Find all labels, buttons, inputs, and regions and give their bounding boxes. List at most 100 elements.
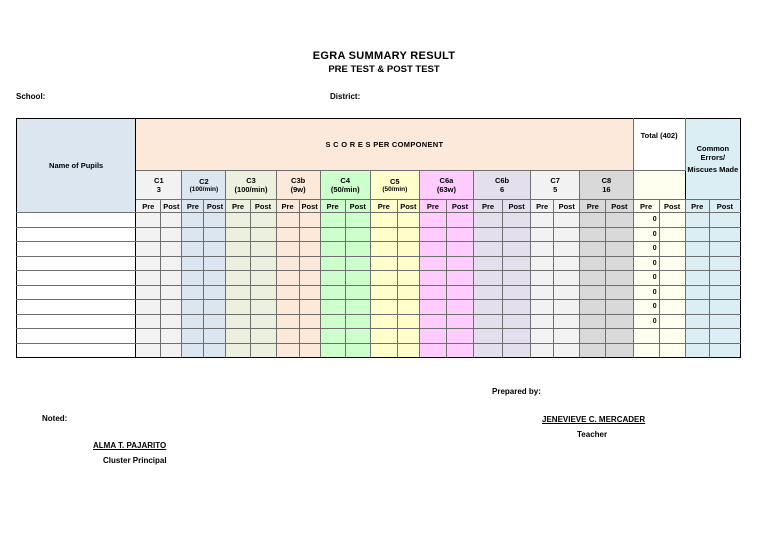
score-post-cell — [553, 313, 581, 329]
document-subtitle: PRE TEST & POST TEST — [328, 64, 440, 75]
score-pre-cell — [181, 313, 205, 329]
score-post-cell — [249, 255, 277, 271]
score-post-cell — [502, 284, 532, 300]
score-post-cell — [298, 328, 321, 344]
score-post-cell — [203, 342, 227, 358]
score-pre-cell — [275, 284, 300, 300]
score-pre-cell — [369, 255, 398, 271]
score-pre-cell — [579, 328, 607, 344]
component-c1-header: C1 3 — [135, 170, 183, 200]
score-pre-cell — [181, 342, 205, 358]
score-post-cell — [160, 313, 183, 329]
score-pre-cell — [225, 284, 251, 300]
total-pre-label: Pre — [632, 199, 660, 213]
score-pre-cell — [135, 226, 162, 242]
score-post-cell — [396, 299, 420, 315]
common-post-cell — [708, 328, 742, 344]
pupil-name-cell — [15, 313, 137, 329]
total-pre-cell: 0 — [632, 255, 660, 271]
score-pre-cell — [418, 284, 447, 300]
score-pre-cell — [181, 270, 205, 286]
component-c6b-header: C6b 6 — [472, 170, 532, 200]
score-post-cell — [203, 328, 227, 344]
score-post-cell — [445, 342, 475, 358]
score-post-cell — [445, 270, 475, 286]
score-post-cell — [502, 241, 532, 257]
common-post-cell — [708, 342, 742, 358]
score-post-cell — [605, 342, 634, 358]
score-post-cell — [605, 270, 634, 286]
total-pre-cell: 0 — [632, 299, 660, 315]
common-pre-cell — [684, 226, 710, 242]
score-pre-cell — [225, 255, 251, 271]
miscues-made-line: Miscues Made — [687, 165, 739, 174]
common-pre-cell — [684, 299, 710, 315]
score-pre-cell — [369, 299, 398, 315]
score-post-cell — [249, 270, 277, 286]
common-pre-cell — [684, 328, 710, 344]
score-post-cell — [396, 226, 420, 242]
score-post-cell — [605, 328, 634, 344]
score-pre-cell — [472, 328, 504, 344]
common-post-cell — [708, 270, 742, 286]
score-post-cell — [605, 226, 634, 242]
score-post-cell — [298, 270, 321, 286]
component-c3b-header: C3b (9w) — [275, 170, 321, 200]
score-post-cell — [203, 255, 227, 271]
score-pre-cell — [369, 241, 398, 257]
score-pre-cell — [418, 270, 447, 286]
score-post-cell — [249, 212, 277, 228]
component-c6a-header: C6a (63w) — [418, 170, 475, 200]
score-pre-cell — [369, 212, 398, 228]
score-post-cell — [344, 284, 371, 300]
total-pre-cell: 0 — [632, 284, 660, 300]
common-pre-label: Pre — [684, 199, 710, 213]
preparer-name: JENEVIEVE C. MERCADER — [542, 415, 646, 424]
score-pre-cell — [418, 212, 447, 228]
score-pre-cell — [319, 284, 346, 300]
score-pre-cell — [275, 212, 300, 228]
score-post-cell — [203, 226, 227, 242]
table-row: 0 — [15, 270, 742, 286]
score-post-cell — [553, 328, 581, 344]
score-post-cell — [445, 328, 475, 344]
score-post-cell — [249, 342, 277, 358]
score-post-cell — [344, 328, 371, 344]
school-label: School: — [16, 92, 46, 101]
pre-label-3: Pre — [225, 199, 251, 213]
common-post-cell — [708, 299, 742, 315]
pre-label-2: Pre — [181, 199, 205, 213]
score-pre-cell — [530, 284, 555, 300]
score-pre-cell — [530, 313, 555, 329]
score-pre-cell — [530, 212, 555, 228]
score-pre-cell — [579, 284, 607, 300]
score-pre-cell — [181, 328, 205, 344]
score-post-cell — [203, 284, 227, 300]
table-row: 0 — [15, 212, 742, 228]
score-post-cell — [396, 212, 420, 228]
component-c5-header: C5 (50/min) — [369, 170, 420, 200]
score-post-cell — [203, 270, 227, 286]
common-errors-header: Common Errors/ Miscues Made — [684, 118, 742, 200]
score-pre-cell — [472, 212, 504, 228]
pre-label-4: Pre — [275, 199, 300, 213]
post-label-2: Post — [203, 199, 227, 213]
total-pre-cell: 0 — [632, 241, 660, 257]
pre-post-header-row: Pre Post Pre Post Pre Post Pre Post Pre Post Pre Po… — [17, 199, 742, 213]
score-pre-cell — [579, 255, 607, 271]
score-post-cell — [298, 299, 321, 315]
score-post-cell — [160, 241, 183, 257]
score-pre-cell — [225, 313, 251, 329]
score-pre-cell — [225, 226, 251, 242]
score-pre-cell — [472, 342, 504, 358]
score-pre-cell — [135, 270, 162, 286]
score-post-cell — [160, 299, 183, 315]
score-pre-cell — [135, 328, 162, 344]
score-pre-cell — [472, 313, 504, 329]
score-post-cell — [553, 284, 581, 300]
post-label-9: Post — [553, 199, 581, 213]
pupil-name-cell — [15, 299, 137, 315]
scores-per-component-header: S C O R E S PER COMPONENT — [135, 118, 634, 171]
score-pre-cell — [579, 313, 607, 329]
pre-label-9: Pre — [530, 199, 555, 213]
